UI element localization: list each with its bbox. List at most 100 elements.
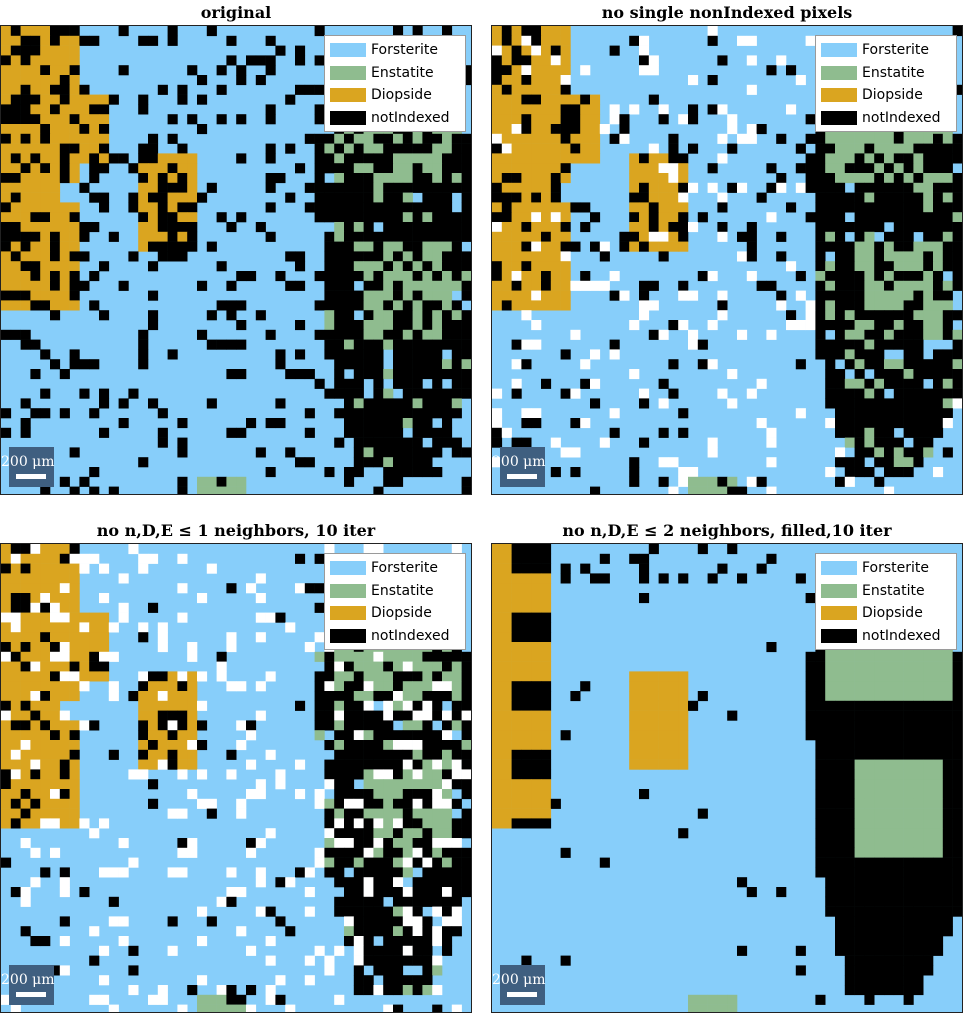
map-pixel <box>835 661 846 672</box>
map-pixel <box>167 222 178 233</box>
map-pixel <box>353 926 364 937</box>
map-pixel <box>531 75 542 86</box>
map-pixel <box>864 730 875 741</box>
map-pixel <box>353 369 364 380</box>
map-pixel <box>79 661 90 672</box>
map-pixel <box>226 486 237 494</box>
map-pixel <box>913 798 924 809</box>
map-pixel <box>923 163 934 174</box>
map-pixel <box>560 114 571 125</box>
map-pixel <box>373 916 384 927</box>
map-pixel <box>226 55 237 66</box>
map-pixel <box>334 369 345 380</box>
map-pixel <box>521 437 532 448</box>
map-pixel <box>344 222 355 233</box>
map-pixel <box>461 212 471 223</box>
map-pixel <box>668 359 679 370</box>
map-pixel <box>363 808 374 819</box>
map-pixel <box>501 612 512 623</box>
map-pixel <box>206 486 217 494</box>
map-pixel <box>531 769 542 780</box>
map-pixel <box>933 143 944 154</box>
map-pixel <box>550 261 561 272</box>
map-pixel <box>933 418 944 429</box>
map-pixel <box>255 681 266 692</box>
map-pixel <box>864 789 875 800</box>
map-pixel <box>492 26 503 37</box>
map-pixel <box>560 124 571 135</box>
map-pixel <box>148 700 159 711</box>
map-pixel <box>864 887 875 898</box>
map-pixel <box>30 104 41 115</box>
map-pixel <box>942 877 953 888</box>
map-pixel <box>913 192 924 203</box>
map-pixel <box>432 192 443 203</box>
map-pixel <box>295 349 306 360</box>
map-pixel <box>108 691 119 702</box>
map-pixel <box>30 339 41 350</box>
map-pixel <box>393 681 404 692</box>
map-pixel <box>560 271 571 282</box>
map-pixel <box>521 730 532 741</box>
map-pixel <box>363 671 374 682</box>
map-pixel <box>844 153 855 164</box>
map-pixel <box>10 691 21 702</box>
map-pixel <box>933 320 944 331</box>
map-pixel <box>432 955 443 966</box>
map-pixel <box>59 651 70 662</box>
map-pixel <box>461 290 471 301</box>
map-pixel <box>1 271 12 282</box>
map-pixel <box>844 681 855 692</box>
map-pixel <box>432 808 443 819</box>
map-pixel <box>913 916 924 927</box>
map-pixel <box>373 887 384 898</box>
map-pixel <box>913 710 924 721</box>
map-pixel <box>531 651 542 662</box>
map-pixel <box>599 251 610 262</box>
map-pixel <box>393 418 404 429</box>
map-pixel <box>501 202 512 213</box>
map-pixel <box>874 955 885 966</box>
map-pixel <box>766 182 777 193</box>
map-pixel <box>363 437 374 448</box>
map-pixel <box>344 320 355 331</box>
map-pixel <box>157 241 168 252</box>
map-pixel <box>451 818 462 829</box>
map-pixel <box>678 740 689 751</box>
map-pixel <box>913 985 924 996</box>
map-pixel <box>501 818 512 829</box>
map-pixel <box>884 710 895 721</box>
map-pixel <box>402 749 413 760</box>
map-pixel <box>79 818 90 829</box>
map-pixel <box>393 153 404 164</box>
map-pixel <box>442 437 453 448</box>
map-pixel <box>541 593 552 604</box>
map-pixel <box>40 573 51 584</box>
map-pixel <box>825 320 836 331</box>
map-pixel <box>541 153 552 164</box>
map-pixel <box>913 965 924 976</box>
map-pixel <box>236 153 247 164</box>
map-pixel <box>422 916 433 927</box>
map-pixel <box>913 945 924 956</box>
map-pixel <box>206 994 217 1005</box>
map-pixel <box>20 133 31 144</box>
map-pixel <box>422 818 433 829</box>
map-pixel <box>492 143 503 154</box>
map-pixel <box>933 349 944 360</box>
map-pixel <box>688 114 699 125</box>
map-pixel <box>668 153 679 164</box>
map-pixel <box>383 182 394 193</box>
map-pixel <box>40 173 51 184</box>
map-pixel <box>412 359 423 370</box>
map-pixel <box>422 671 433 682</box>
map-pixel <box>451 769 462 780</box>
map-pixel <box>835 251 846 262</box>
map-pixel <box>246 730 257 741</box>
map-pixel <box>825 828 836 839</box>
map-pixel <box>79 720 90 731</box>
map-pixel <box>20 418 31 429</box>
map-pixel <box>334 945 345 956</box>
map-pixel <box>511 378 522 389</box>
map-pixel <box>118 916 129 927</box>
